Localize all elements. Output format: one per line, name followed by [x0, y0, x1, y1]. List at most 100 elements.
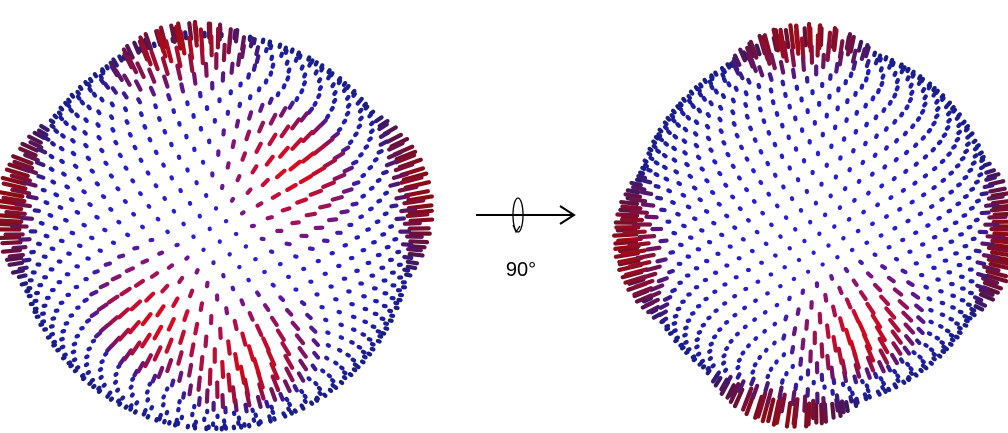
rod [656, 162, 658, 163]
rod [725, 370, 726, 371]
rod [733, 166, 734, 167]
rod [989, 217, 1005, 218]
rod [329, 375, 330, 376]
rod [335, 153, 344, 158]
rod [754, 319, 755, 320]
rod [89, 204, 90, 205]
rod [648, 170, 650, 171]
rod [951, 335, 953, 336]
rod [698, 354, 699, 355]
rod [314, 340, 318, 345]
rod [697, 339, 698, 340]
rod [957, 139, 959, 140]
rod [920, 370, 921, 371]
rod [76, 114, 77, 116]
rod [263, 180, 268, 185]
rod [249, 112, 251, 118]
rod [167, 340, 172, 352]
rod [376, 117, 382, 121]
sphere-before-rotation [0, 22, 432, 429]
rod [51, 156, 53, 157]
rod [806, 321, 807, 329]
rod [967, 136, 969, 137]
rod [862, 381, 863, 382]
rod [753, 170, 754, 171]
rod [232, 64, 233, 73]
rod [851, 74, 852, 76]
rod [942, 161, 943, 162]
rod [711, 86, 712, 88]
rod [783, 82, 784, 85]
rod [0, 237, 19, 238]
rod [125, 108, 126, 110]
rod [668, 118, 670, 120]
rod [953, 146, 955, 147]
rod [372, 344, 374, 345]
rod [752, 60, 756, 70]
rod [733, 100, 734, 102]
rod [242, 334, 245, 345]
rod [387, 162, 395, 165]
rod [371, 188, 373, 189]
rod [931, 206, 932, 207]
rod [404, 257, 411, 258]
rod [112, 129, 113, 131]
rod [709, 351, 710, 352]
rod [780, 388, 782, 398]
rod [311, 191, 321, 195]
rod [85, 119, 86, 121]
rod [330, 390, 331, 391]
rod [142, 227, 143, 228]
rod [933, 149, 934, 150]
rod [315, 103, 316, 105]
rod [92, 312, 97, 316]
rod [706, 180, 707, 181]
rod [660, 139, 662, 140]
rod [634, 288, 651, 294]
rod [986, 205, 997, 206]
rod [257, 144, 261, 152]
rod [675, 136, 677, 137]
rod [947, 331, 948, 332]
rod [686, 164, 687, 165]
rod [344, 83, 345, 85]
rod [759, 357, 760, 358]
rod [626, 194, 640, 196]
rod [304, 74, 305, 76]
rod [101, 325, 108, 331]
rod [833, 307, 835, 316]
rod [967, 143, 969, 144]
rod [771, 55, 774, 68]
rod [691, 92, 692, 94]
rod [643, 204, 653, 205]
rod [854, 377, 855, 383]
rod [990, 189, 1004, 192]
rod [132, 302, 140, 310]
rod [371, 123, 373, 125]
rod [363, 334, 365, 335]
rod [6, 212, 24, 214]
rod [977, 286, 985, 289]
rod [353, 94, 354, 96]
rod [700, 364, 701, 365]
rod [99, 391, 100, 392]
rod [152, 273, 157, 277]
rod [359, 347, 360, 348]
rod [101, 377, 102, 378]
rod [106, 263, 110, 264]
rod [116, 374, 117, 375]
rod [668, 131, 670, 133]
rod [199, 378, 200, 390]
rod [62, 347, 64, 348]
rod [13, 247, 25, 248]
rod [977, 302, 985, 306]
rod [396, 196, 408, 198]
rod [10, 263, 22, 265]
rod [345, 168, 352, 171]
rod [334, 92, 335, 94]
rod [722, 74, 723, 76]
rod [867, 385, 868, 386]
rod [922, 79, 923, 81]
rod [290, 103, 293, 108]
rod [237, 121, 238, 127]
